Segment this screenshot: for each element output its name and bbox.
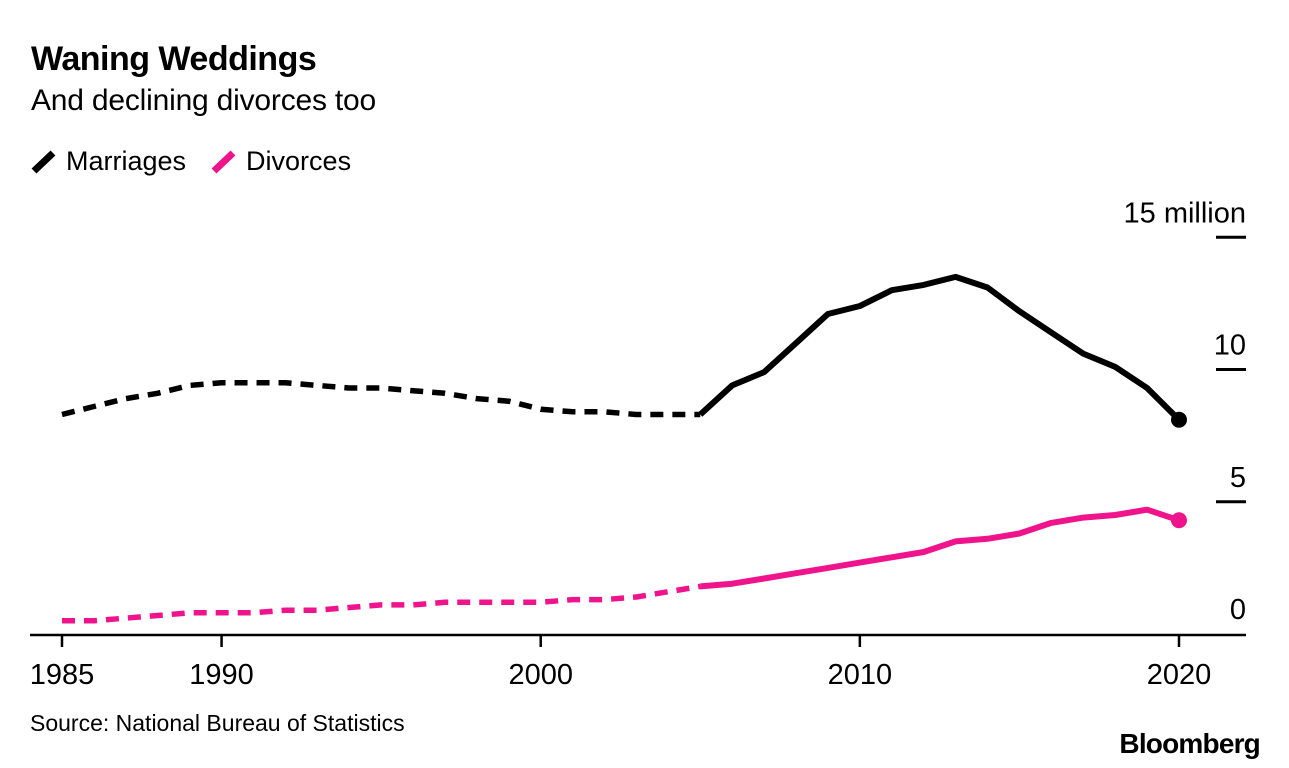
- series-solid-divorces: [700, 506, 1180, 590]
- legend: Marriages Divorces: [30, 146, 351, 177]
- marriages-line-key-icon: [31, 150, 56, 174]
- series-dashed-marriages: [61, 379, 701, 418]
- source-note: Source: National Bureau of Statistics: [30, 710, 405, 736]
- y-tick-label: 5: [1230, 462, 1246, 494]
- legend-item-marriages: Marriages: [30, 146, 186, 177]
- x-tick-label: 2010: [828, 659, 893, 691]
- x-tick-label: 2020: [1147, 659, 1212, 691]
- x-tick-label: 1985: [30, 659, 95, 691]
- y-tick-label: 15 million: [1124, 197, 1247, 229]
- series-dashed-divorces: [62, 583, 701, 624]
- series-endpoint-divorces: [1170, 512, 1187, 529]
- series-endpoint-marriages: [1170, 411, 1187, 428]
- series-solid-marriages: [698, 273, 1182, 422]
- x-tick-label: 2000: [508, 659, 573, 691]
- y-tick-label: 0: [1230, 594, 1246, 626]
- legend-label-divorces: Divorces: [246, 146, 352, 176]
- y-tick-label: 10: [1214, 330, 1246, 362]
- legend-item-divorces: Divorces: [210, 146, 351, 177]
- divorces-line-key-icon: [211, 150, 236, 174]
- x-tick-label: 1990: [189, 659, 254, 691]
- legend-label-marriages: Marriages: [66, 146, 187, 176]
- chart-title: Waning Weddings: [31, 40, 317, 78]
- chart-subtitle: And declining divorces too: [31, 84, 377, 117]
- bloomberg-logo: Bloomberg: [1119, 728, 1260, 759]
